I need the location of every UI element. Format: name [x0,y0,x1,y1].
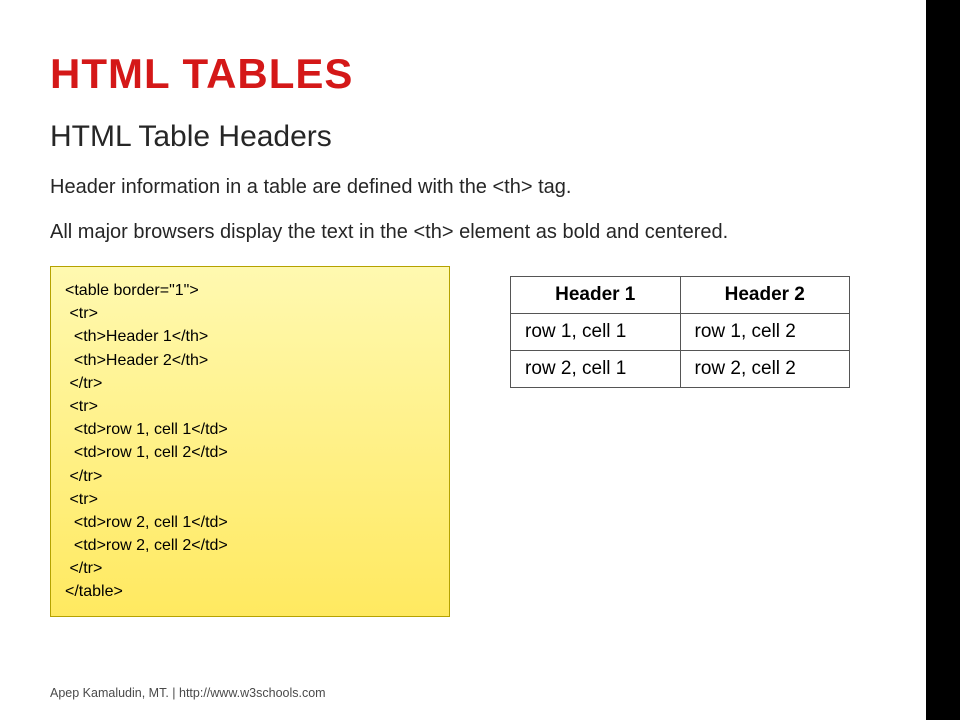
paragraph-1: Header information in a table are define… [50,172,878,203]
section-subtitle: HTML Table Headers [50,120,878,154]
footer-credit: Apep Kamaludin, MT. | http://www.w3schoo… [50,686,326,700]
table-cell: row 1, cell 1 [511,314,681,351]
right-accent-bar [926,0,960,720]
content-row: <table border="1"> <tr> <th>Header 1</th… [50,266,878,617]
code-example: <table border="1"> <tr> <th>Header 1</th… [50,266,450,617]
example-table: Header 1 Header 2 row 1, cell 1 row 1, c… [510,276,850,388]
table-row: row 2, cell 1 row 2, cell 2 [511,351,850,388]
table-header: Header 1 [511,277,681,314]
example-table-wrap: Header 1 Header 2 row 1, cell 1 row 1, c… [510,266,878,617]
slide-content: HTML TABLES HTML Table Headers Header in… [0,0,926,720]
paragraph-2: All major browsers display the text in t… [50,217,878,248]
table-cell: row 2, cell 2 [680,351,850,388]
table-header-row: Header 1 Header 2 [511,277,850,314]
table-cell: row 2, cell 1 [511,351,681,388]
table-row: row 1, cell 1 row 1, cell 2 [511,314,850,351]
table-cell: row 1, cell 2 [680,314,850,351]
table-header: Header 2 [680,277,850,314]
page-title: HTML TABLES [50,50,878,98]
